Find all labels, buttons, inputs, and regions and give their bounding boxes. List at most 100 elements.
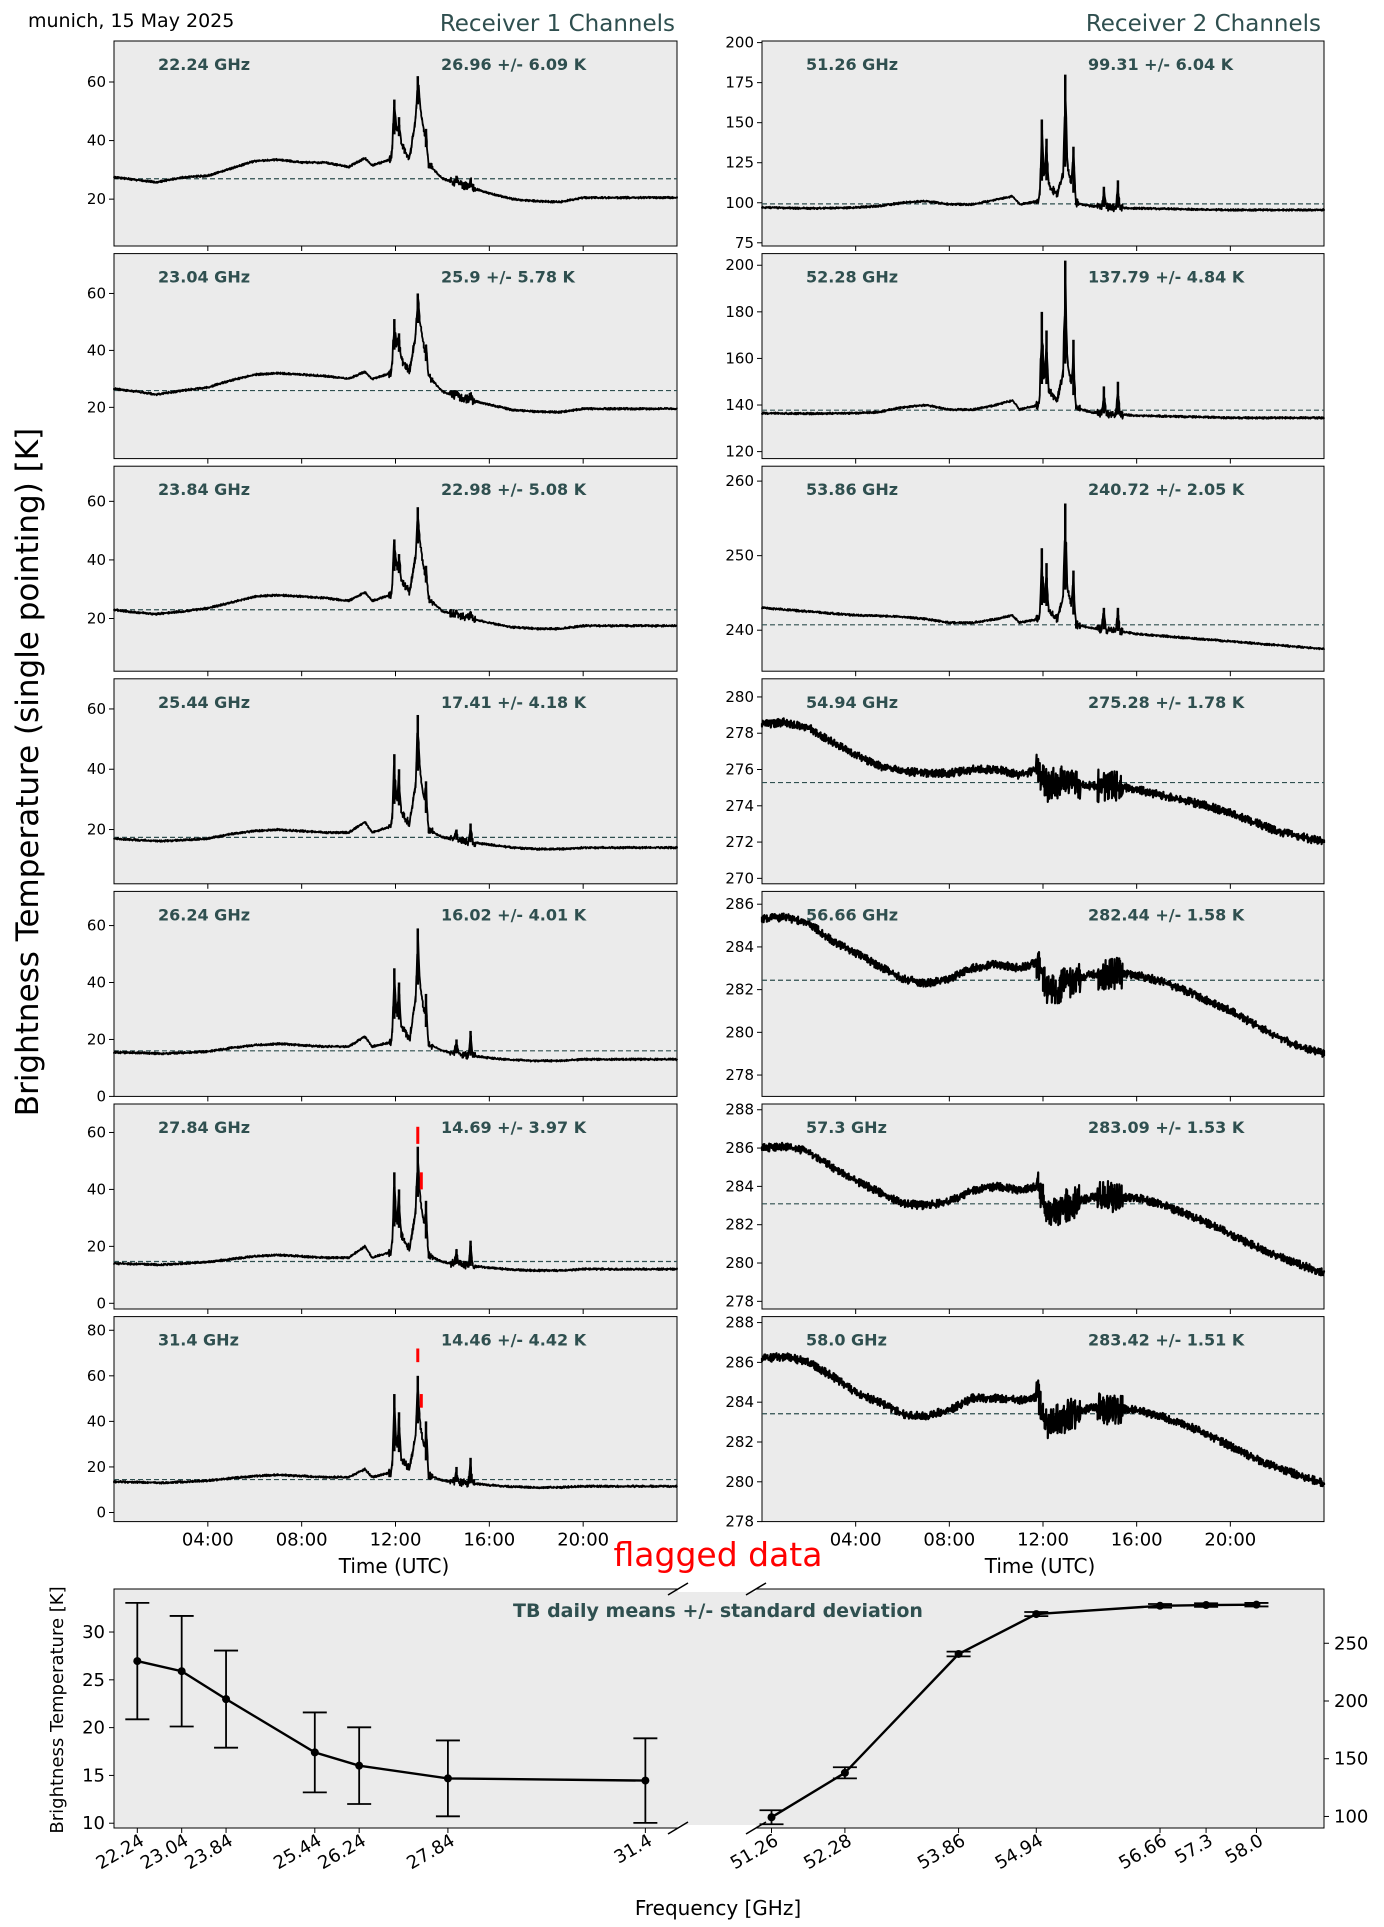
y-tick-label: 286 xyxy=(725,1139,754,1157)
x-tick-label: 12:00 xyxy=(1017,1530,1069,1551)
y-tick-label: 60 xyxy=(87,1367,106,1385)
frequency-label: 27.84 GHz xyxy=(158,1118,250,1137)
mean-std-label: 99.31 +/- 6.04 K xyxy=(1088,55,1234,74)
y-tick-label: 286 xyxy=(725,1353,754,1371)
channel-panel-0-5: 0 20 40 60 27.84 GHz 14.69 +/- 3.97 K xyxy=(87,1103,678,1314)
right-x-tick-label: 51.26 xyxy=(727,1830,782,1874)
mean-std-label: 282.44 +/- 1.58 K xyxy=(1088,905,1245,924)
y-tick-label: 280 xyxy=(725,1254,754,1272)
channel-panel-0-6: 0 20 40 60 80 04:00 08:00 12:00 16:00 20:00 31.4 G… xyxy=(87,1316,678,1551)
y-tick-label: 260 xyxy=(725,472,754,490)
right-mean-point xyxy=(1156,1601,1165,1610)
frequency-label: 25.44 GHz xyxy=(158,693,250,712)
left-mean-point xyxy=(133,1657,142,1666)
y-tick-label: 60 xyxy=(87,284,106,302)
brightness-trace xyxy=(760,1141,1326,1277)
mean-std-label: 283.42 +/- 1.51 K xyxy=(1088,1331,1245,1350)
y-tick-label: 280 xyxy=(725,688,754,706)
channel-panel-0-3: 20 40 60 25.44 GHz 17.41 +/- 4.18 K xyxy=(87,678,678,889)
brightness-trace xyxy=(113,513,678,631)
left-mean-point xyxy=(177,1667,186,1676)
panel-background xyxy=(113,40,678,247)
right-x-tick-label: 53.86 xyxy=(914,1830,969,1874)
y-tick-label: 20 xyxy=(87,1237,106,1255)
y-tick-label: 140 xyxy=(725,396,754,414)
x-tick-label: 04:00 xyxy=(182,1530,234,1551)
channel-panel-1-3: 270 272 274 276 278 280 54.94 GHz 275.28 +/- 1.… xyxy=(725,678,1326,889)
left-x-tick-label: 23.84 xyxy=(181,1830,236,1874)
y-tick-label: 278 xyxy=(725,1513,754,1531)
left-x-tick-label: 23.04 xyxy=(137,1830,192,1874)
left-mean-point xyxy=(310,1748,319,1757)
y-tick-label: 200 xyxy=(725,256,754,274)
y-tick-label: 0 xyxy=(96,1087,106,1105)
right-x-tick-label: 58.0 xyxy=(1222,1830,1267,1868)
y-tick-label: 272 xyxy=(725,833,754,851)
y-tick-label: 75 xyxy=(735,234,754,252)
summary-left-y-tick-label: 10 xyxy=(82,1813,105,1834)
left-x-tick-label: 26.24 xyxy=(315,1830,370,1874)
frequency-label: 53.86 GHz xyxy=(806,480,898,499)
y-tick-label: 60 xyxy=(87,1123,106,1141)
brightness-trace xyxy=(760,912,1326,1058)
y-tick-label: 20 xyxy=(87,821,106,839)
mean-std-label: 283.09 +/- 1.53 K xyxy=(1088,1118,1245,1137)
panel-background xyxy=(761,890,1325,1097)
x-tick-label: 04:00 xyxy=(830,1530,882,1551)
y-tick-label: 60 xyxy=(87,492,106,510)
left-mean-point xyxy=(222,1695,231,1704)
right-mean-point xyxy=(1252,1600,1261,1609)
mean-std-label: 14.69 +/- 3.97 K xyxy=(441,1118,587,1137)
frequency-label: 57.3 GHz xyxy=(806,1118,887,1137)
channel-panel-1-0: 75 100 125 150 175 200 51.26 GHz 99.31 +/- 6.04… xyxy=(725,34,1325,252)
summary-left-y-tick-label: 25 xyxy=(82,1670,105,1691)
right-mean-point xyxy=(1032,1610,1041,1619)
frequency-label: 54.94 GHz xyxy=(806,693,898,712)
y-tick-label: 40 xyxy=(87,974,106,992)
y-tick-label: 200 xyxy=(725,34,754,52)
channel-panel-1-4: 278 280 282 284 286 56.66 GHz 282.44 +/- 1.58 … xyxy=(725,890,1326,1102)
y-tick-label: 60 xyxy=(87,917,106,935)
y-tick-label: 288 xyxy=(725,1101,754,1119)
y-tick-label: 280 xyxy=(725,1473,754,1491)
right-x-tick-label: 52.28 xyxy=(800,1830,855,1874)
y-tick-label: 280 xyxy=(725,1023,754,1041)
brightness-trace xyxy=(113,79,678,204)
y-tick-label: 60 xyxy=(87,700,106,718)
summary-left-y-tick-label: 20 xyxy=(82,1718,105,1739)
frequency-label: 23.04 GHz xyxy=(158,268,250,287)
mean-std-label: 240.72 +/- 2.05 K xyxy=(1088,480,1245,499)
y-tick-label: 286 xyxy=(725,895,754,913)
y-tick-label: 282 xyxy=(725,1216,754,1234)
y-tick-label: 120 xyxy=(725,443,754,461)
receiver1-title: Receiver 1 Channels xyxy=(440,11,675,37)
y-tick-label: 282 xyxy=(725,981,754,999)
y-tick-label: 0 xyxy=(96,1294,106,1312)
left-mean-point xyxy=(641,1776,650,1785)
x-tick-label: 08:00 xyxy=(276,1530,328,1551)
y-tick-label: 20 xyxy=(87,190,106,208)
x-tick-label: 20:00 xyxy=(557,1530,609,1551)
y-tick-label: 284 xyxy=(725,938,754,956)
mean-std-label: 16.02 +/- 4.01 K xyxy=(441,905,587,924)
right-x-tick-label: 54.94 xyxy=(992,1830,1047,1874)
y-tick-label: 150 xyxy=(725,114,754,132)
y-tick-label: 20 xyxy=(87,609,106,627)
frequency-label: 56.66 GHz xyxy=(806,905,898,924)
frequency-label: 23.84 GHz xyxy=(158,480,250,499)
x-tick-label: 20:00 xyxy=(1204,1530,1256,1551)
mean-std-label: 17.41 +/- 4.18 K xyxy=(441,693,587,712)
right-x-tick-label: 56.66 xyxy=(1115,1830,1170,1874)
brightness-trace xyxy=(760,717,1326,846)
flagged-data-label: flagged data xyxy=(614,1535,823,1574)
x-tick-label: 12:00 xyxy=(370,1530,422,1551)
summary-panel-background xyxy=(113,1588,1325,1829)
x-tick-label: 16:00 xyxy=(1111,1530,1163,1551)
time-axis-label-right: Time (UTC) xyxy=(984,1554,1096,1578)
left-x-tick-label: 22.24 xyxy=(93,1830,148,1874)
y-tick-label: 284 xyxy=(725,1177,754,1195)
y-tick-label: 80 xyxy=(87,1321,106,1339)
y-tick-label: 40 xyxy=(87,132,106,150)
frequency-label: 26.24 GHz xyxy=(158,905,250,924)
